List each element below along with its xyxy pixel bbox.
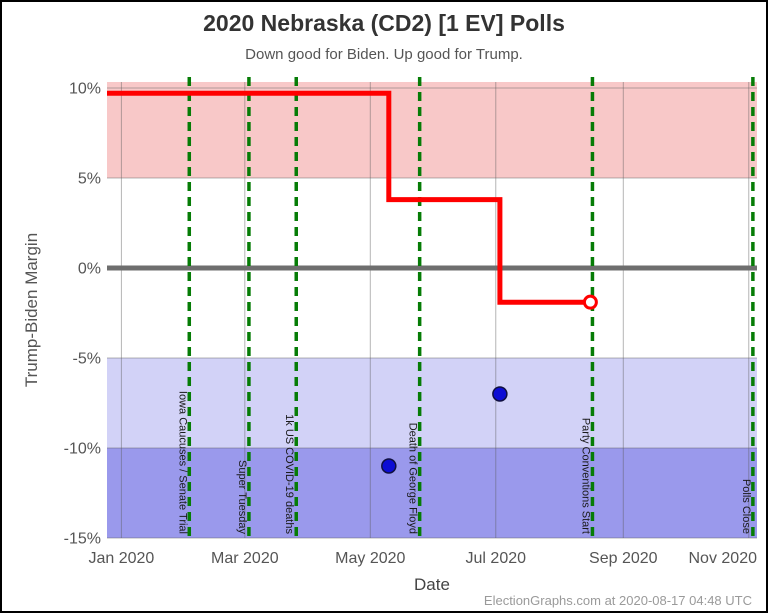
x-tick-label: Jul 2020	[466, 550, 527, 567]
page-title: 2020 Nebraska (CD2) [1 EV] Polls	[203, 10, 565, 36]
x-tick-label: Sep 2020	[589, 550, 658, 567]
poll-average-line	[107, 90, 591, 305]
event-label: Polls Close	[740, 479, 752, 534]
y-tick-label: -5%	[73, 350, 101, 367]
watermark-credit: ElectionGraphs.com at 2020-08-17 04:48 U…	[483, 593, 752, 608]
poll-point	[381, 458, 397, 474]
event-label: Party Conventions Start	[579, 418, 591, 534]
y-tick-label: 5%	[78, 170, 101, 187]
event-label: Death of George Floyd	[407, 423, 419, 534]
y-tick-label: 0%	[78, 260, 101, 277]
event-label: Iowa Caucuses / Senate Trial	[176, 391, 188, 534]
x-tick-label: Nov 2020	[689, 550, 758, 567]
x-tick-label: Jan 2020	[88, 550, 154, 567]
biden-lead-strong-band	[107, 447, 757, 538]
chart-subtitle: Down good for Biden. Up good for Trump.	[245, 46, 523, 63]
y-tick-label: 10%	[69, 80, 101, 97]
x-tick-label: Mar 2020	[211, 550, 279, 567]
y-tick-label: -15%	[64, 531, 101, 548]
y-tick-label: -10%	[64, 440, 101, 457]
poll-point	[492, 386, 508, 402]
event-label: Super Tuesday	[236, 460, 248, 534]
x-axis-title: Date	[414, 575, 450, 594]
biden-lead-weak-band	[107, 357, 757, 448]
poll-average-endpoint	[582, 294, 598, 310]
x-tick-label: May 2020	[335, 550, 405, 567]
event-label: 1k US COVID-19 deaths	[283, 414, 295, 534]
trump-lead-band	[107, 82, 757, 178]
